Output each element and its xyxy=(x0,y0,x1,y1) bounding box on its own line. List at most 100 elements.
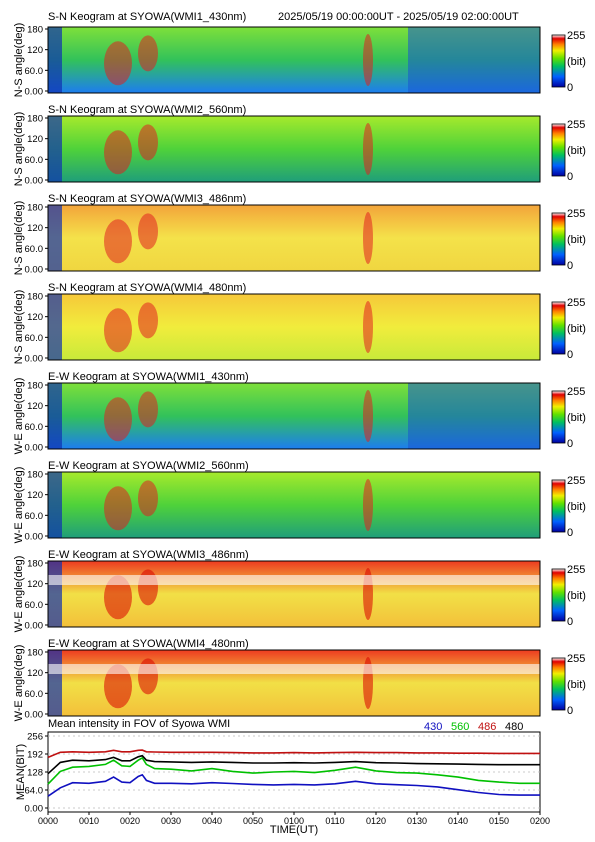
keogram-ytick-label: 180 xyxy=(27,381,43,392)
keogram-ytick-label: 180 xyxy=(27,203,43,214)
keogram-ytick-label: 60.0 xyxy=(25,155,44,166)
keogram-frame xyxy=(47,560,541,628)
colorbar xyxy=(551,123,566,177)
colorbar-min-label: 0 xyxy=(567,705,573,717)
keogram-ylabel: N-S angle(deg) xyxy=(13,112,25,187)
mean-xtick-label: 0200 xyxy=(530,816,550,826)
keogram-aurora-patch xyxy=(363,301,373,353)
keogram-frame xyxy=(47,471,541,539)
mean-xtick-label: 0030 xyxy=(161,816,181,826)
mean-ytick-label: 192 xyxy=(27,750,43,761)
keogram-frame xyxy=(47,204,541,272)
keogram-panel-6: E-W Keogram at SYOWA(WMI2_560nm) 180 120 60… xyxy=(13,460,586,543)
colorbar-min-label: 0 xyxy=(567,438,573,450)
panel-5-title: E-W Keogram at SYOWA(WMI1_430nm) xyxy=(48,371,249,383)
series-line-486 xyxy=(47,749,540,759)
keogram-frame xyxy=(47,649,541,717)
colorbar xyxy=(551,657,566,711)
mean-xtick-label: 0020 xyxy=(120,816,140,826)
colorbar-max-label: 255 xyxy=(567,297,585,309)
keogram-ylabel: W-E angle(deg) xyxy=(13,378,25,455)
keogram-bright-band xyxy=(48,575,540,585)
keogram-bright-band xyxy=(48,664,540,674)
keogram-aurora-patch xyxy=(104,664,132,709)
keogram-aurora-patch xyxy=(138,124,158,161)
colorbar-min-label: 0 xyxy=(567,82,573,94)
legend-entry-480: 480 xyxy=(505,721,523,733)
keogram-aurora-patch xyxy=(138,302,158,339)
keogram-ytick-label: 120 xyxy=(27,401,43,412)
panel-6-title: E-W Keogram at SYOWA(WMI2_560nm) xyxy=(48,460,249,472)
colorbar-max-label: 255 xyxy=(567,475,585,487)
keogram-ytick-label: 0.00 xyxy=(25,621,44,632)
keogram-aurora-patch xyxy=(363,390,373,442)
mean-ytick-label: 64.0 xyxy=(25,786,44,797)
colorbar-max-label: 255 xyxy=(567,208,585,220)
keogram-ytick-label: 120 xyxy=(27,490,43,501)
keogram-ytick-label: 60.0 xyxy=(25,66,44,77)
mean-plot-title: Mean intensity in FOV of Syowa WMI xyxy=(48,718,230,730)
keogram-dawn-band xyxy=(48,205,62,271)
keogram-ytick-label: 120 xyxy=(27,668,43,679)
panel-1-title: S-N Keogram at SYOWA(WMI1_430nm) xyxy=(48,11,246,23)
keogram-ylabel: W-E angle(deg) xyxy=(13,556,25,633)
keogram-ytick-label: 0.00 xyxy=(25,176,44,187)
keogram-ytick-label: 120 xyxy=(27,134,43,145)
mean-xtick-label: 0040 xyxy=(202,816,222,826)
mean-xtick-label: 0140 xyxy=(448,816,468,826)
keogram-aurora-patch xyxy=(104,219,132,264)
keogram-aurora-patch xyxy=(104,130,132,175)
keogram-aurora-patch xyxy=(138,569,158,606)
keogram-ytick-label: 60.0 xyxy=(25,689,44,700)
keogram-aurora-patch xyxy=(138,35,158,72)
keogram-aurora-patch xyxy=(104,575,132,620)
legend-entry-486: 486 xyxy=(478,721,496,733)
colorbar-unit-label: (bit) xyxy=(567,323,586,335)
series-line-480 xyxy=(47,754,540,775)
keogram-dawn-band xyxy=(48,650,62,716)
mean-xtick-label: 0050 xyxy=(243,816,263,826)
keogram-ytick-label: 0.00 xyxy=(25,87,44,98)
time-range-label: 2025/05/19 00:00:00UT - 2025/05/19 02:00… xyxy=(278,11,519,23)
colorbar-max-label: 255 xyxy=(567,30,585,42)
colorbar-unit-label: (bit) xyxy=(567,590,586,602)
colorbar xyxy=(551,390,566,444)
keogram-ytick-label: 0.00 xyxy=(25,265,44,276)
keogram-ylabel: W-E angle(deg) xyxy=(13,645,25,722)
colorbar-unit-label: (bit) xyxy=(567,145,586,157)
keogram-ytick-label: 120 xyxy=(27,45,43,56)
keogram-ytick-label: 120 xyxy=(27,579,43,590)
series-line-430 xyxy=(47,773,540,797)
mean-plot-xlabel: TIME(UT) xyxy=(270,824,318,836)
colorbar xyxy=(551,212,566,266)
keogram-ylabel: N-S angle(deg) xyxy=(13,201,25,276)
mean-plot-legend: 430 560 486 480 xyxy=(424,721,523,733)
keogram-dawn-band xyxy=(48,294,62,360)
mean-ytick-label: 128 xyxy=(27,768,43,779)
keogram-ytick-label: 180 xyxy=(27,648,43,659)
keogram-dawn-band xyxy=(48,472,62,538)
keogram-frame xyxy=(47,26,541,94)
keogram-panel-4: S-N Keogram at SYOWA(WMI4_480nm) 180 120 60… xyxy=(13,282,586,365)
legend-entry-430: 430 xyxy=(424,721,442,733)
colorbar-unit-label: (bit) xyxy=(567,679,586,691)
panel-2-title: S-N Keogram at SYOWA(WMI2_560nm) xyxy=(48,104,246,116)
colorbar xyxy=(551,301,566,355)
keogram-ytick-label: 0.00 xyxy=(25,532,44,543)
colorbar-min-label: 0 xyxy=(567,616,573,628)
keogram-ytick-label: 180 xyxy=(27,559,43,570)
mean-intensity-plot: Mean intensity in FOV of Syowa WMI 430 56… xyxy=(15,718,550,836)
series-line-560 xyxy=(47,756,540,785)
mean-plot-ylabel: MEAN(BIT) xyxy=(15,744,27,800)
keogram-ytick-label: 60.0 xyxy=(25,333,44,344)
keogram-ytick-label: 60.0 xyxy=(25,244,44,255)
panel-4-title: S-N Keogram at SYOWA(WMI4_480nm) xyxy=(48,282,246,294)
colorbar-max-label: 255 xyxy=(567,386,585,398)
keogram-ytick-label: 0.00 xyxy=(25,710,44,721)
panel-3-title: S-N Keogram at SYOWA(WMI3_486nm) xyxy=(48,193,246,205)
mean-xtick-label: 0000 xyxy=(38,816,58,826)
keogram-dawn-band xyxy=(48,383,62,449)
keogram-ytick-label: 180 xyxy=(27,114,43,125)
